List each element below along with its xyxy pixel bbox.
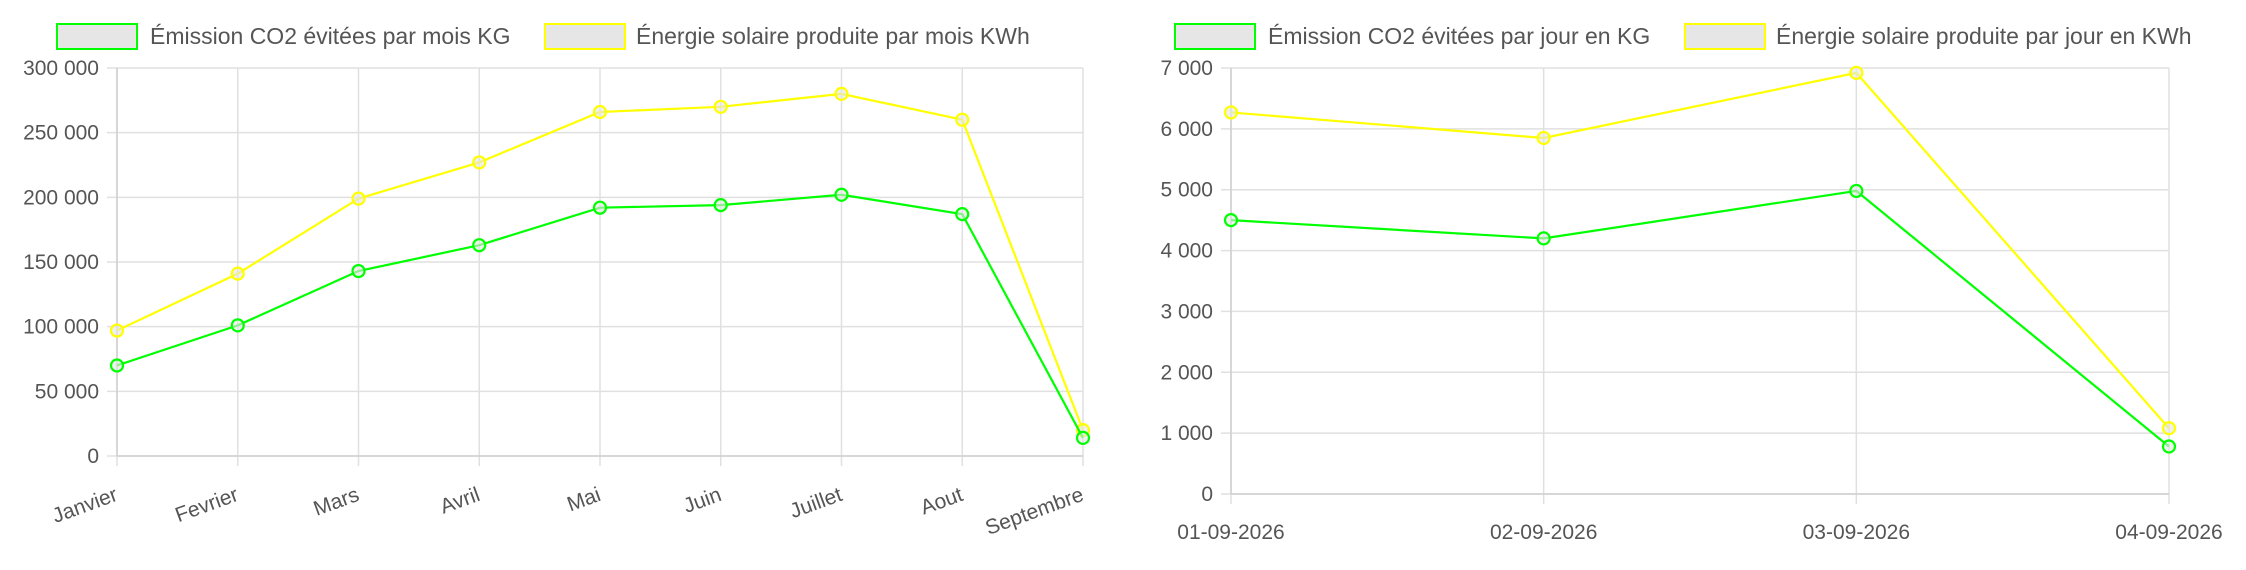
data-point[interactable] (1849, 183, 1864, 199)
series-line (1230, 71, 2170, 430)
x-tick-label: Septembre (982, 483, 1086, 540)
y-tick-label: 0 (87, 445, 99, 468)
series-line (1230, 189, 2170, 448)
data-point[interactable] (2161, 421, 2177, 436)
data-point[interactable] (351, 263, 366, 279)
legend-label: Émission CO2 évitées par jour en KG (1268, 23, 1650, 49)
daily-line-chart: Émission CO2 évitées par jour en KG Énerg… (1160, 23, 2223, 544)
legend-swatch (1684, 23, 1766, 50)
y-tick-label: 100 000 (23, 316, 99, 339)
y-tick-label: 150 000 (23, 251, 99, 274)
y-tick-label: 4 000 (1160, 240, 1213, 263)
data-point[interactable] (230, 318, 245, 333)
data-point[interactable] (713, 99, 728, 114)
legend-swatch (1174, 23, 1256, 50)
data-point[interactable] (1849, 65, 1864, 80)
data-point[interactable] (592, 200, 608, 215)
data-point[interactable] (713, 197, 728, 213)
x-tick-label: Mai (564, 483, 604, 516)
y-tick-label: 250 000 (23, 122, 99, 145)
x-tick-label: Fevrier (172, 483, 241, 527)
x-tick-label: Juillet (787, 483, 845, 523)
data-point[interactable] (351, 191, 366, 206)
data-point[interactable] (955, 207, 970, 222)
legend-item[interactable]: Émission CO2 évitées par mois KG (56, 23, 510, 50)
data-point[interactable] (592, 104, 608, 120)
legend-swatch (56, 23, 138, 50)
data-point[interactable] (2161, 439, 2177, 454)
y-tick-label: 300 000 (23, 57, 99, 80)
data-point[interactable] (1223, 105, 1239, 120)
y-tick-label: 50 000 (35, 380, 99, 403)
y-tick-label: 1 000 (1160, 422, 1213, 445)
legend-swatch (544, 23, 626, 50)
x-tick-label: Janvier (49, 483, 120, 528)
legend-item[interactable]: Énergie solaire produite par jour en KWh (1684, 23, 2192, 50)
legend-label: Émission CO2 évitées par mois KG (150, 23, 510, 49)
monthly-line-chart: Émission CO2 évitées par mois KG Énergie … (23, 23, 1091, 540)
data-point[interactable] (1536, 130, 1551, 146)
data-point[interactable] (834, 187, 849, 202)
data-point[interactable] (955, 112, 970, 127)
x-tick-label: 04-09-2026 (2115, 521, 2222, 544)
data-point[interactable] (472, 238, 487, 253)
x-tick-label: Juin (680, 483, 724, 518)
legend-label: Énergie solaire produite par mois KWh (636, 23, 1030, 49)
x-tick-label: Avril (437, 483, 483, 518)
y-tick-label: 5 000 (1160, 179, 1213, 202)
legend-item[interactable]: Énergie solaire produite par mois KWh (544, 23, 1030, 50)
y-tick-label: 3 000 (1160, 300, 1213, 323)
data-point[interactable] (834, 86, 849, 101)
x-tick-label: 03-09-2026 (1803, 521, 1910, 544)
x-tick-label: 01-09-2026 (1177, 521, 1284, 544)
y-tick-label: 200 000 (23, 186, 99, 209)
data-point[interactable] (109, 358, 125, 373)
data-point[interactable] (109, 323, 125, 338)
y-tick-label: 7 000 (1160, 57, 1213, 80)
y-tick-label: 2 000 (1160, 361, 1213, 384)
data-point[interactable] (472, 155, 487, 170)
data-point[interactable] (230, 266, 245, 281)
legend-label: Énergie solaire produite par jour en KWh (1776, 23, 2192, 49)
data-point[interactable] (1536, 231, 1551, 246)
x-tick-label: 02-09-2026 (1490, 521, 1597, 544)
data-point[interactable] (1075, 430, 1091, 445)
legend-item[interactable]: Émission CO2 évitées par jour en KG (1174, 23, 1650, 50)
y-tick-label: 0 (1201, 483, 1213, 506)
x-tick-label: Aout (917, 483, 966, 519)
y-tick-label: 6 000 (1160, 118, 1213, 141)
data-point[interactable] (1223, 213, 1239, 228)
x-tick-label: Mars (310, 483, 362, 521)
